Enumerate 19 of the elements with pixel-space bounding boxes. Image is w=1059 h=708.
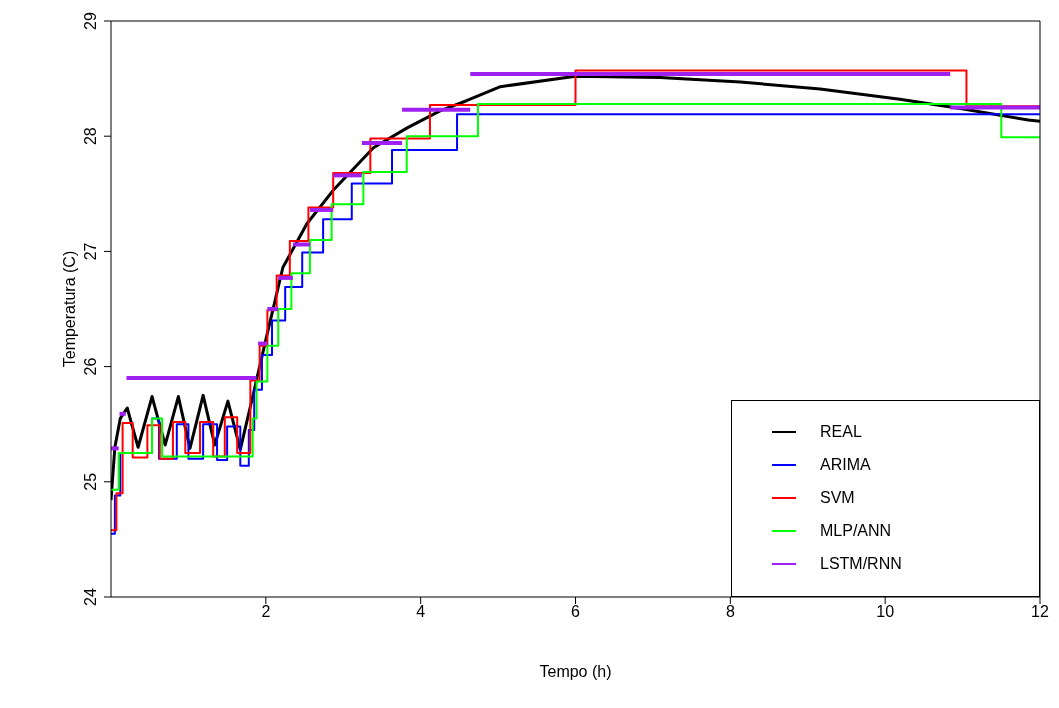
x-tick-label: 8 [725, 603, 735, 621]
x-tick-label: 6 [571, 603, 581, 621]
y-tick-label: 28 [82, 127, 99, 146]
y-axis-title: Temperatura (C) [60, 250, 78, 368]
y-tick-label: 27 [82, 242, 99, 261]
x-tick-label: 12 [1031, 603, 1049, 621]
x-tick-label: 2 [261, 603, 271, 621]
legend-label: MLP/ANN [820, 521, 892, 540]
legend-label: SVM [820, 488, 855, 507]
legend-label: LSTM/RNN [820, 554, 902, 573]
legend-label: REAL [820, 422, 862, 441]
y-tick-label: 29 [82, 12, 99, 30]
x-tick-label: 4 [416, 603, 426, 621]
y-tick-label: 26 [82, 357, 99, 376]
y-tick-label: 24 [82, 588, 99, 606]
y-tick-label: 25 [82, 472, 99, 491]
x-axis-title: Tempo (h) [539, 663, 612, 680]
x-tick-label: 10 [876, 603, 895, 621]
legend-label: ARIMA [820, 455, 871, 474]
